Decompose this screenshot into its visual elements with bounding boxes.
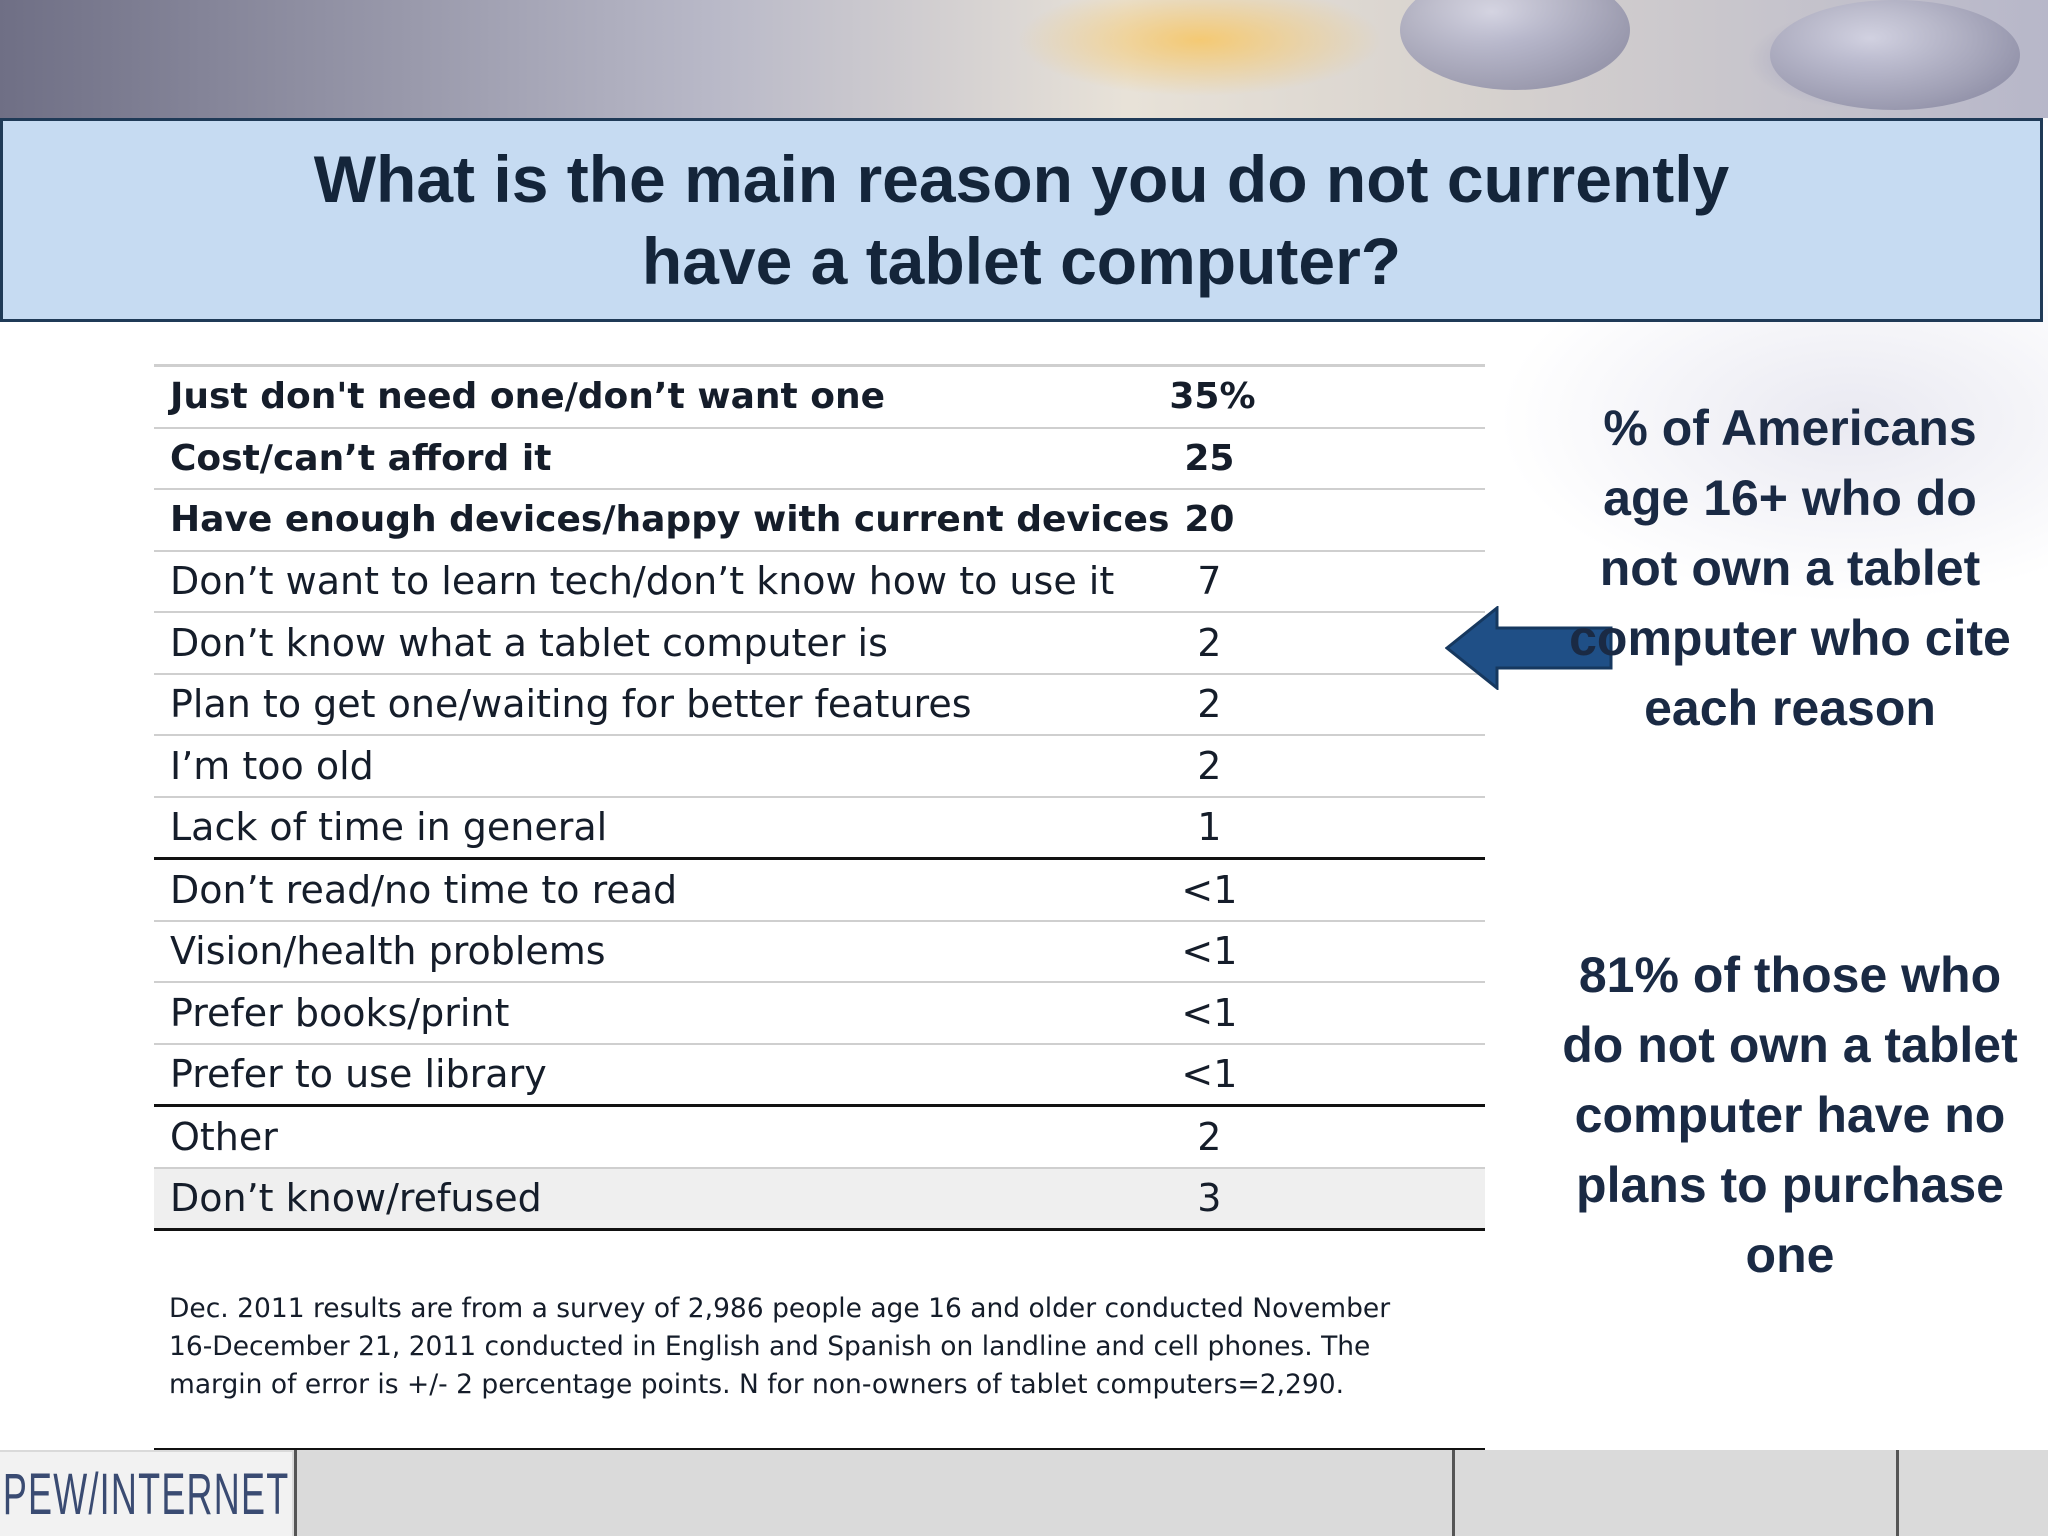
table-row: Don’t read/no time to read <1	[154, 858, 1485, 922]
table-row: Have enough devices/happy with current d…	[154, 489, 1485, 552]
left-arrow-icon	[1445, 606, 1613, 690]
value-cell: 2	[1169, 1105, 1485, 1169]
footer-bar	[0, 1450, 2048, 1536]
value-text: 2	[1197, 743, 1222, 788]
pew-internet-logo: PEW/INTERNET	[0, 1452, 292, 1536]
value-text: 1	[1197, 805, 1222, 850]
reasons-table: Just don't need one/don’t want one 35% Cos…	[154, 364, 1485, 1231]
value-cell: 2	[1169, 612, 1485, 675]
footer-divider	[1452, 1450, 1455, 1536]
reason-cell: I’m too old	[154, 735, 1170, 798]
reason-cell: Plan to get one/waiting for better featu…	[154, 673, 1170, 736]
value-cell: 35%	[1169, 364, 1485, 429]
value-text: 3	[1197, 1176, 1222, 1221]
value-text: 20	[1184, 499, 1235, 541]
table-row: Cost/can’t afford it 25	[154, 427, 1485, 490]
value-text: 2	[1197, 620, 1222, 665]
table-row: Lack of time in general 1	[154, 796, 1485, 860]
reason-cell: Lack of time in general	[154, 796, 1170, 860]
value-cell: <1	[1169, 982, 1485, 1045]
side-note-reason: % of Americans age 16+ who do not own a …	[1569, 400, 2011, 736]
value-cell: 7	[1169, 550, 1485, 613]
value-text: 25	[1184, 437, 1235, 479]
reason-cell: Cost/can’t afford it	[154, 427, 1170, 490]
value-cell: 2	[1169, 673, 1485, 736]
value-text: <1	[1181, 867, 1238, 912]
value-cell: <1	[1169, 1043, 1485, 1107]
reason-cell: Vision/health problems	[154, 920, 1170, 983]
value-cell: 1	[1169, 796, 1485, 860]
table-row: Plan to get one/waiting for better featu…	[154, 673, 1485, 736]
value-cell: 20	[1169, 489, 1485, 552]
value-text: 2	[1197, 682, 1222, 727]
value-cell: 2	[1169, 735, 1485, 798]
survey-note: Dec. 2011 results are from a survey of 2…	[169, 1293, 1391, 1400]
title-banner: What is the main reason you do not curre…	[0, 118, 2043, 322]
reason-cell: Prefer books/print	[154, 982, 1170, 1045]
footer-divider	[294, 1450, 297, 1536]
reason-cell: Other	[154, 1105, 1170, 1169]
value-cell: 25	[1169, 427, 1485, 490]
phone-key-decoration	[1770, 0, 2020, 110]
phone-key-decoration	[1400, 0, 1630, 90]
header-photo	[0, 0, 2048, 118]
value-cell: 3	[1169, 1167, 1485, 1231]
value-text: 7	[1197, 559, 1222, 604]
value-text: 35%	[1169, 376, 1256, 418]
reason-cell: Don’t want to learn tech/don’t know how …	[154, 550, 1170, 613]
value-cell: <1	[1169, 920, 1485, 983]
value-text: <1	[1181, 929, 1238, 974]
footer-divider	[1896, 1450, 1899, 1536]
table-row: Prefer to use library <1	[154, 1043, 1485, 1107]
side-note-plans: 81% of those who do not own a tablet com…	[1562, 947, 2018, 1283]
table-row: Don’t know what a tablet computer is 2	[154, 612, 1485, 675]
value-cell: <1	[1169, 858, 1485, 922]
reason-cell: Don’t know what a tablet computer is	[154, 612, 1170, 675]
table-row: Vision/health problems <1	[154, 920, 1485, 983]
bottom-rule	[154, 1448, 1485, 1451]
reason-cell: Don’t know/refused	[154, 1167, 1170, 1231]
table-row: I’m too old 2	[154, 735, 1485, 798]
reason-cell: Prefer to use library	[154, 1043, 1170, 1107]
table-row: Prefer books/print <1	[154, 982, 1485, 1045]
reason-cell: Have enough devices/happy with current d…	[154, 489, 1170, 552]
value-text: 2	[1197, 1114, 1222, 1159]
value-text: <1	[1181, 1052, 1238, 1097]
table-row: Just don't need one/don’t want one 35%	[154, 364, 1485, 429]
table-row: Other 2	[154, 1105, 1485, 1169]
reason-cell: Just don't need one/don’t want one	[154, 364, 1170, 429]
value-text: <1	[1181, 990, 1238, 1035]
table-row: Don’t want to learn tech/don’t know how …	[154, 550, 1485, 613]
logo-text: PEW/INTERNET	[2, 1461, 290, 1527]
slide-title: What is the main reason you do not curre…	[313, 142, 1730, 298]
reason-cell: Don’t read/no time to read	[154, 858, 1170, 922]
table-row: Don’t know/refused 3	[154, 1167, 1485, 1231]
